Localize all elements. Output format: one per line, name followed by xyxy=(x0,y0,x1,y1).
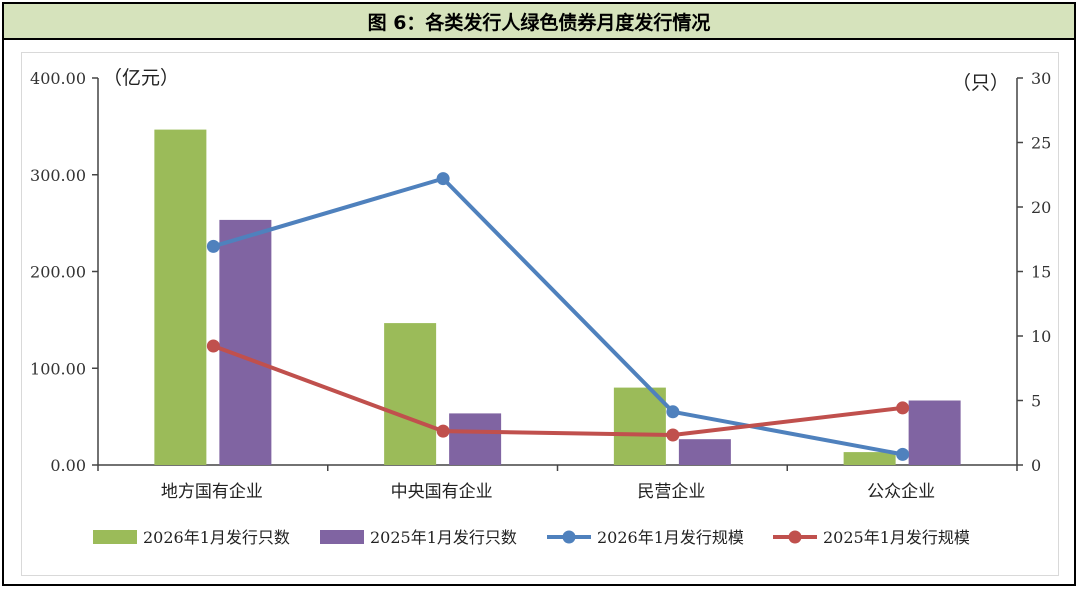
right-tick-label: 0 xyxy=(1031,456,1041,475)
legend-swatch-marker-2025 xyxy=(788,530,802,544)
point-2025-scale xyxy=(436,424,450,438)
legend-label: 2026年1月发行只数 xyxy=(143,528,290,547)
point-2026-scale xyxy=(896,447,910,461)
left-tick-label: 200.00 xyxy=(30,263,86,282)
legend-swatch-bar-2026 xyxy=(93,530,137,544)
bar-2025-count xyxy=(219,219,272,465)
bar-2025-count xyxy=(678,439,731,465)
chart-title: 图 6：各类发行人绿色债券月度发行情况 xyxy=(4,4,1074,40)
right-tick-label: 25 xyxy=(1031,134,1051,153)
right-tick-label: 30 xyxy=(1031,69,1051,88)
left-axis-unit: （亿元） xyxy=(103,67,179,89)
left-tick-label: 400.00 xyxy=(30,69,86,88)
point-2025-scale xyxy=(206,339,220,353)
point-2026-scale xyxy=(206,239,220,253)
legend-swatch-bar-2025 xyxy=(320,530,364,544)
bar-2025-count xyxy=(449,413,502,465)
point-2025-scale xyxy=(896,401,910,415)
bar-2026-count xyxy=(843,452,896,465)
right-tick-label: 5 xyxy=(1031,392,1041,411)
plot-area-border xyxy=(21,52,1059,576)
category-label: 民营企业 xyxy=(637,482,705,502)
category-label: 中央国有企业 xyxy=(391,482,493,502)
right-axis-unit: （只） xyxy=(952,72,1009,94)
right-tick-label: 20 xyxy=(1031,198,1051,217)
bar-2025-count xyxy=(908,400,961,465)
bar-2026-count xyxy=(384,323,437,465)
line-2026-scale xyxy=(212,176,903,457)
left-tick-label: 100.00 xyxy=(30,359,86,378)
left-tick-label: 300.00 xyxy=(30,166,86,185)
point-2026-scale xyxy=(436,172,450,186)
legend-swatch-marker-2026 xyxy=(562,530,576,544)
left-tick-label: 0.00 xyxy=(50,456,86,475)
legend-label: 2025年1月发行规模 xyxy=(823,528,970,547)
legend-label: 2025年1月发行只数 xyxy=(370,528,517,547)
right-tick-label: 15 xyxy=(1031,263,1051,282)
legend-label: 2026年1月发行规模 xyxy=(597,528,744,547)
point-2025-scale xyxy=(666,428,680,442)
bar-2026-count xyxy=(154,129,207,465)
category-label: 公众企业 xyxy=(867,482,935,502)
line-2025-scale xyxy=(212,344,903,438)
category-label: 地方国有企业 xyxy=(161,482,263,502)
bar-2026-count xyxy=(613,387,666,465)
right-tick-label: 10 xyxy=(1031,327,1051,346)
point-2026-scale xyxy=(666,405,680,419)
